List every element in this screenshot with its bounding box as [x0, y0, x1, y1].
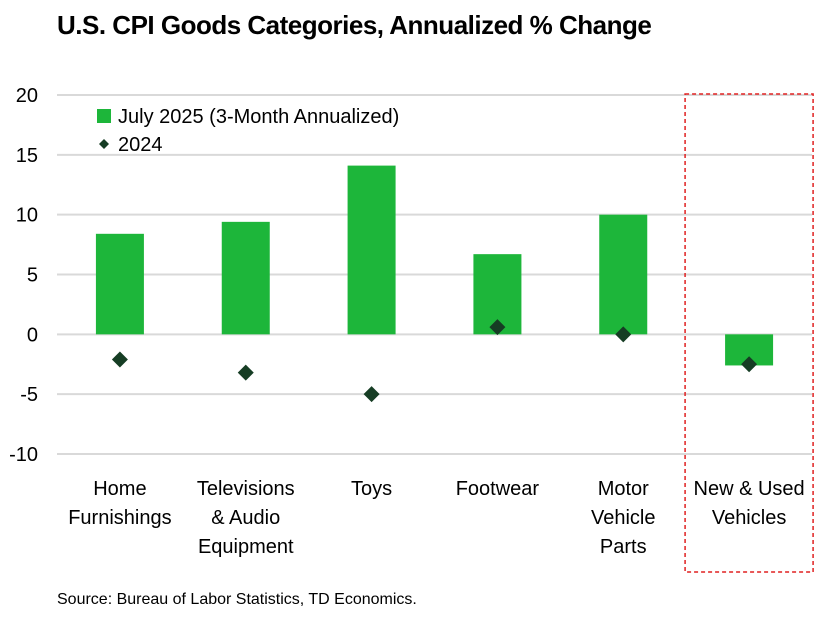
legend-swatch-marker	[99, 139, 109, 149]
marker	[363, 386, 380, 403]
legend: July 2025 (3-Month Annualized) 2024	[97, 106, 399, 156]
highlight-rect	[684, 93, 814, 573]
marker	[111, 351, 128, 368]
y-tick-label: 20	[16, 85, 38, 107]
marker	[741, 356, 758, 373]
bar	[221, 221, 270, 335]
category-label-line: Vehicle	[591, 507, 656, 529]
chart-title: U.S. CPI Goods Categories, Annualized % …	[57, 10, 652, 40]
y-tick-label: -10	[9, 444, 38, 466]
bars	[95, 165, 774, 366]
y-tick-label: 5	[27, 265, 38, 287]
marker	[237, 364, 254, 381]
category-label: Footwear	[456, 478, 540, 500]
gridlines	[57, 94, 812, 455]
category-label: Televisions & Audio Equipment	[197, 478, 295, 558]
legend-label: July 2025 (3-Month Annualized)	[118, 106, 399, 128]
category-label-line: Motor	[598, 478, 649, 500]
category-label-line: Televisions	[197, 478, 295, 500]
bar	[95, 233, 144, 335]
category-label-line: Home	[93, 478, 146, 500]
category-label: Motor Vehicle Parts	[591, 478, 656, 558]
bar	[599, 214, 648, 335]
y-axis-ticks: 20 15 10 5 0 -5 -10	[9, 85, 38, 466]
category-label: New & Used Vehicles	[694, 478, 805, 529]
highlight-box	[684, 93, 814, 573]
markers	[111, 319, 758, 403]
category-labels: Home Furnishings Televisions & Audio Equipme…	[68, 478, 804, 558]
category-label: Home Furnishings	[68, 478, 171, 529]
marker	[489, 319, 506, 336]
bar	[347, 165, 396, 335]
category-label-line: Furnishings	[68, 507, 171, 529]
category-label-line: Vehicles	[712, 507, 787, 529]
legend-swatch-bar	[97, 109, 111, 123]
y-tick-label: -5	[20, 384, 38, 406]
category-label-line: Footwear	[456, 478, 540, 500]
category-label: Toys	[351, 478, 392, 500]
marker	[615, 326, 632, 343]
y-tick-label: 0	[27, 324, 38, 346]
category-label-line: Toys	[351, 478, 392, 500]
category-label-line: & Audio	[211, 507, 280, 529]
category-label-line: Equipment	[198, 536, 294, 558]
legend-label: 2024	[118, 134, 163, 156]
y-tick-label: 10	[16, 205, 38, 227]
category-label-line: New & Used	[694, 478, 805, 500]
source-note: Source: Bureau of Labor Statistics, TD E…	[57, 591, 417, 608]
y-tick-label: 15	[16, 145, 38, 167]
category-label-line: Parts	[600, 536, 647, 558]
